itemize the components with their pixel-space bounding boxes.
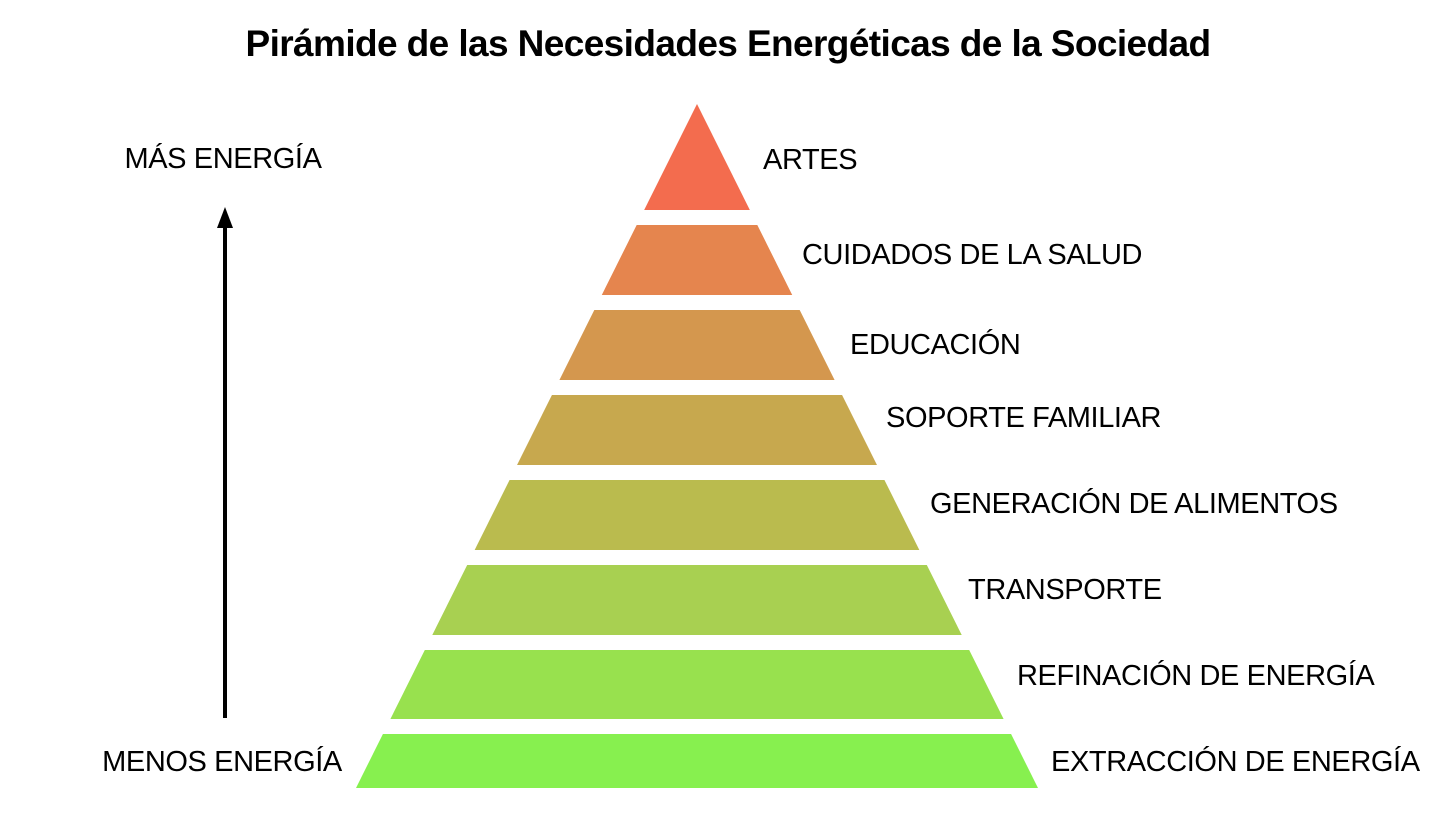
less-energy-label: MENOS ENERGÍA	[102, 745, 343, 778]
pyramid-level-6	[432, 565, 962, 635]
arrow-up-icon	[217, 207, 233, 228]
energy-arrow	[217, 207, 233, 718]
pyramid-level-4	[517, 395, 877, 465]
pyramid-level-8	[356, 734, 1038, 788]
pyramid-level-3	[559, 310, 835, 380]
pyramid-level-8-label: EXTRACCIÓN DE ENERGÍA	[1051, 745, 1421, 778]
pyramid-levels: ARTES CUIDADOS DE LA SALUD EDUCACIÓN SOPORT…	[356, 104, 1421, 788]
pyramid-level-1	[644, 104, 750, 210]
pyramid-level-5-label: GENERACIÓN DE ALIMENTOS	[930, 487, 1338, 520]
more-energy-label: MÁS ENERGÍA	[124, 142, 322, 175]
pyramid-level-4-label: SOPORTE FAMILIAR	[886, 402, 1161, 434]
pyramid-level-3-label: EDUCACIÓN	[850, 328, 1020, 361]
diagram-title: Pirámide de las Necesidades Energéticas …	[245, 23, 1210, 64]
pyramid-level-6-label: TRANSPORTE	[968, 574, 1162, 606]
pyramid-level-7-label: REFINACIÓN DE ENERGÍA	[1017, 659, 1375, 692]
pyramid-level-7	[390, 650, 1004, 719]
pyramid-level-1-label: ARTES	[763, 144, 857, 176]
pyramid-level-2-label: CUIDADOS DE LA SALUD	[802, 239, 1142, 271]
pyramid-level-5	[474, 480, 920, 550]
pyramid-level-2	[601, 225, 793, 295]
